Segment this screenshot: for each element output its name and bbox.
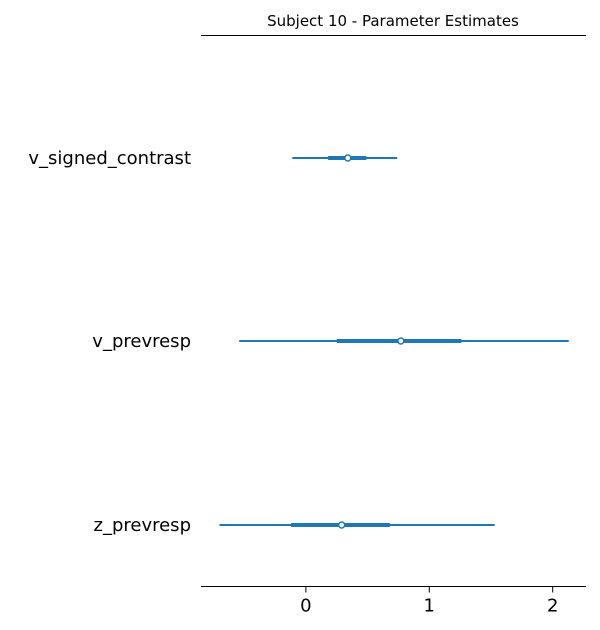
x-tick-label: 2 [547,596,558,617]
x-tick-label: 0 [300,596,311,617]
parameter-label: z_prevresp [94,515,192,536]
point-estimate [344,154,352,162]
parameter-row: v_prevresp [92,331,569,352]
x-ticks: 0 1 2 [300,586,558,617]
parameter-rows: v_signed_contrast v_prevresp z_prevresp [28,148,569,536]
parameter-label: v_prevresp [92,331,191,352]
parameter-label: v_signed_contrast [28,148,191,169]
point-estimate [397,337,405,345]
parameter-row: z_prevresp [94,515,495,536]
x-tick-label: 1 [424,596,435,617]
point-estimate [337,521,346,529]
chart-title: Subject 10 - Parameter Estimates [267,12,519,30]
parameter-row: v_signed_contrast [28,148,398,169]
